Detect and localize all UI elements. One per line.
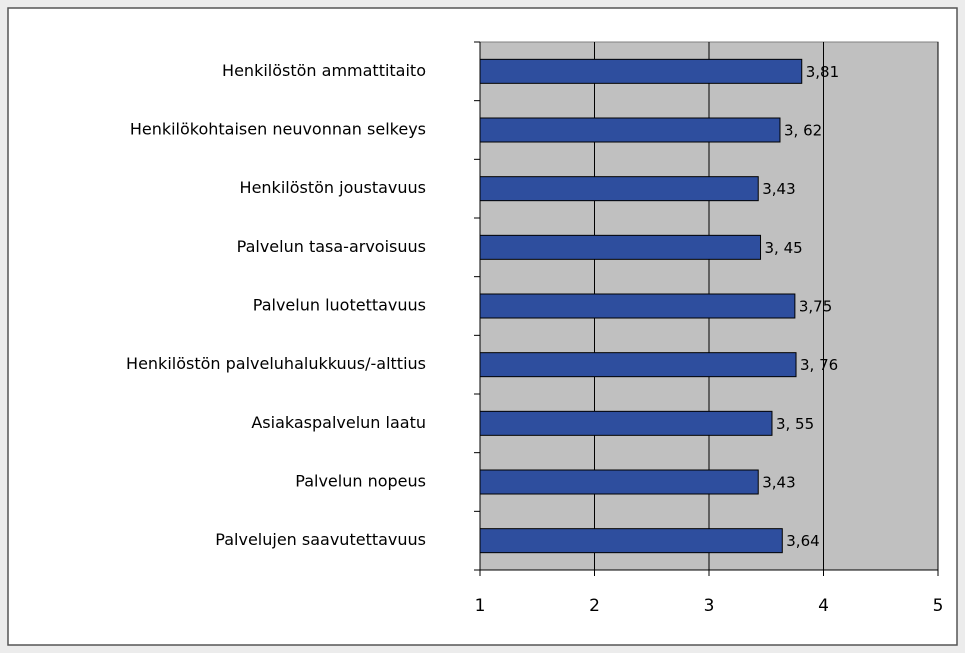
bar — [479, 469, 759, 495]
bar — [479, 410, 773, 436]
bar — [479, 293, 796, 319]
y-tick-label: Palvelujen saavutettavuus — [215, 530, 426, 549]
bar — [479, 352, 797, 378]
y-tick-label: Palvelun tasa-arvoisuus — [237, 237, 426, 256]
bar — [479, 58, 803, 84]
value-label: 3,81 — [806, 63, 839, 81]
x-tick-label: 1 — [475, 596, 486, 616]
value-label: 3,75 — [799, 298, 832, 316]
y-tick-label: Henkilöstön joustavuus — [240, 178, 426, 197]
value-label: 3, 55 — [776, 415, 814, 433]
bar — [479, 528, 783, 554]
x-tick-label: 2 — [589, 596, 600, 616]
value-label: 3, 62 — [784, 122, 822, 140]
y-tick-label: Henkilöstön ammattitaito — [222, 61, 426, 80]
y-tick-label: Asiakaspalvelun laatu — [251, 413, 426, 432]
y-tick-label: Palvelun nopeus — [295, 472, 426, 491]
bar — [479, 176, 759, 202]
x-tick-label: 4 — [818, 596, 829, 616]
x-tick-label: 3 — [704, 596, 715, 616]
value-label: 3,43 — [762, 474, 795, 492]
bar — [479, 234, 762, 260]
value-label: 3,64 — [786, 532, 819, 550]
y-tick-label: Henkilökohtaisen neuvonnan selkeys — [130, 120, 426, 139]
value-label: 3, 45 — [765, 239, 803, 257]
y-tick-label: Henkilöstön palveluhalukkuus/-alttius — [126, 354, 426, 373]
value-label: 3,43 — [762, 180, 795, 198]
y-tick-label: Palvelun luotettavuus — [253, 296, 426, 315]
value-label: 3, 76 — [800, 356, 838, 374]
bar — [479, 117, 781, 143]
x-tick-label: 5 — [933, 596, 944, 616]
